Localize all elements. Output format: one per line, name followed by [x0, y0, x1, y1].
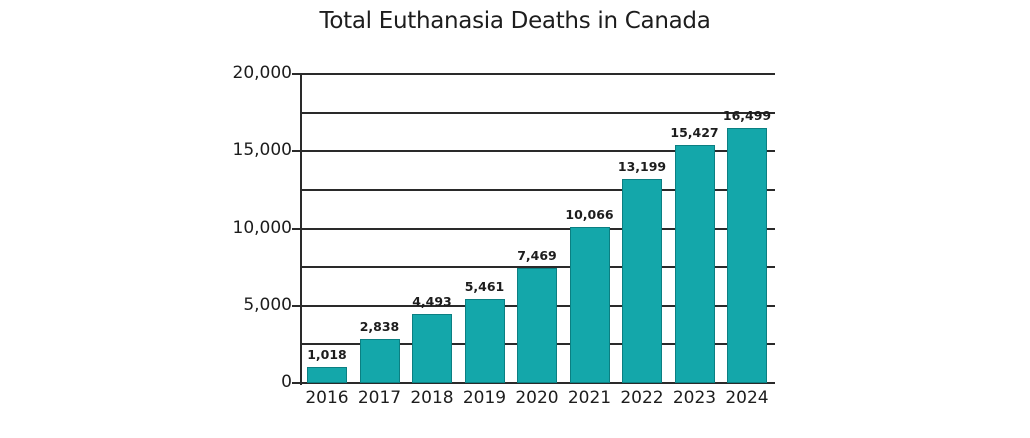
y-tick	[292, 227, 300, 230]
gridline	[300, 73, 775, 75]
x-tick-label: 2017	[357, 388, 402, 408]
y-tick	[292, 73, 300, 75]
bar-value-label: 4,493	[412, 293, 452, 309]
y-tick-label: 10,000	[232, 217, 292, 238]
gridline	[300, 150, 775, 153]
y-tick-label: 5,000	[243, 294, 292, 315]
gridline	[300, 111, 775, 114]
bar-2016	[307, 367, 347, 383]
bar-2023	[674, 144, 715, 383]
bar-2018	[412, 313, 452, 383]
y-axis-line	[300, 74, 302, 385]
bar-value-label: 1,018	[307, 347, 347, 363]
gridline	[300, 227, 775, 230]
bar-value-label: 13,199	[617, 159, 667, 175]
bar-value-label: 5,461	[464, 278, 505, 294]
x-tick-label: 2024	[725, 388, 769, 408]
x-tick-label: 2022	[620, 388, 664, 408]
gridline	[300, 188, 775, 191]
bar-value-label: 16,499	[722, 108, 772, 124]
chart-title: Total Euthanasia Deaths in Canada	[319, 8, 711, 34]
x-tick-label: 2021	[567, 388, 612, 408]
bar-2017	[359, 339, 400, 383]
bar-value-label: 7,469	[517, 247, 557, 263]
y-tick	[292, 382, 300, 384]
y-tick-label: 0	[281, 372, 292, 392]
x-tick-label: 2018	[410, 388, 454, 408]
y-tick	[292, 150, 300, 153]
bar-value-label: 10,066	[565, 207, 614, 223]
bar-value-label: 2,838	[359, 319, 400, 335]
x-tick-label: 2019	[462, 388, 507, 408]
bar-2021	[569, 227, 610, 383]
x-tick-label: 2023	[672, 388, 717, 408]
gridline	[300, 266, 775, 269]
x-axis-line	[300, 382, 775, 384]
bar-2020	[517, 267, 557, 383]
y-tick-label: 20,000	[232, 63, 292, 83]
x-tick-label: 2016	[305, 388, 349, 408]
bar-2022	[622, 179, 662, 383]
bar-2019	[464, 298, 505, 383]
y-tick-label: 15,000	[232, 140, 292, 161]
bar-2024	[727, 128, 767, 383]
y-tick	[292, 304, 300, 307]
x-tick-label: 2020	[515, 388, 559, 408]
plot-area: 1,018 2,838 4,493 5,461 7,469 10,066 13,199 15,…	[292, 73, 775, 385]
bar-value-label: 15,427	[670, 124, 719, 140]
